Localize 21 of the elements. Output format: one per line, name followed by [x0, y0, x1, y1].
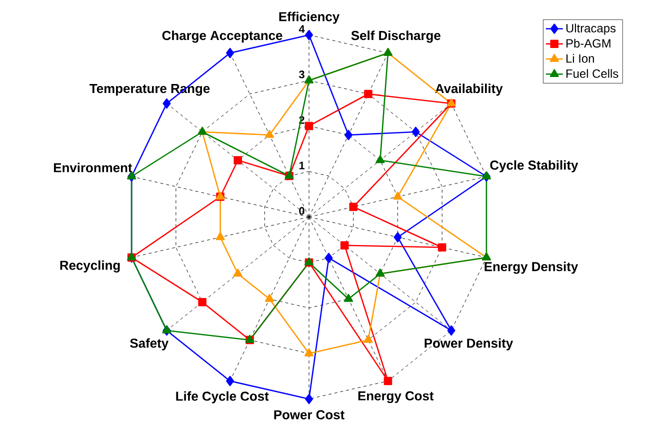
spoke-label: Power Cost	[274, 410, 344, 420]
legend-label: Pb-AGM	[566, 38, 610, 48]
spoke-label: Availability	[435, 84, 503, 96]
spoke-label: Energy Cost	[358, 391, 434, 404]
spoke-label: Safety	[130, 338, 169, 350]
spoke-label: Life Cycle Cost	[176, 391, 269, 404]
y-tick-label: 0	[299, 207, 304, 215]
spoke-label: Efficiency	[279, 12, 340, 24]
spoke-label: Charge Acceptance	[162, 30, 282, 43]
legend-label: Li Ion	[566, 54, 594, 63]
legend-label: Ultracaps	[566, 24, 616, 35]
y-tick-label: 1	[299, 162, 304, 170]
spoke-label: Environment	[54, 162, 132, 172]
y-tick-label: 3	[298, 70, 304, 78]
spoke-label: Self Discharge	[351, 30, 440, 43]
spoke-label: Energy Density	[484, 262, 578, 274]
spoke-label: Power Density	[424, 338, 514, 350]
spoke-label: Cycle Stability	[490, 160, 578, 172]
spoke-label: Recycling	[60, 260, 120, 273]
y-tick-label: 4	[298, 25, 305, 33]
legend-label: Fuel Cells	[566, 69, 618, 78]
